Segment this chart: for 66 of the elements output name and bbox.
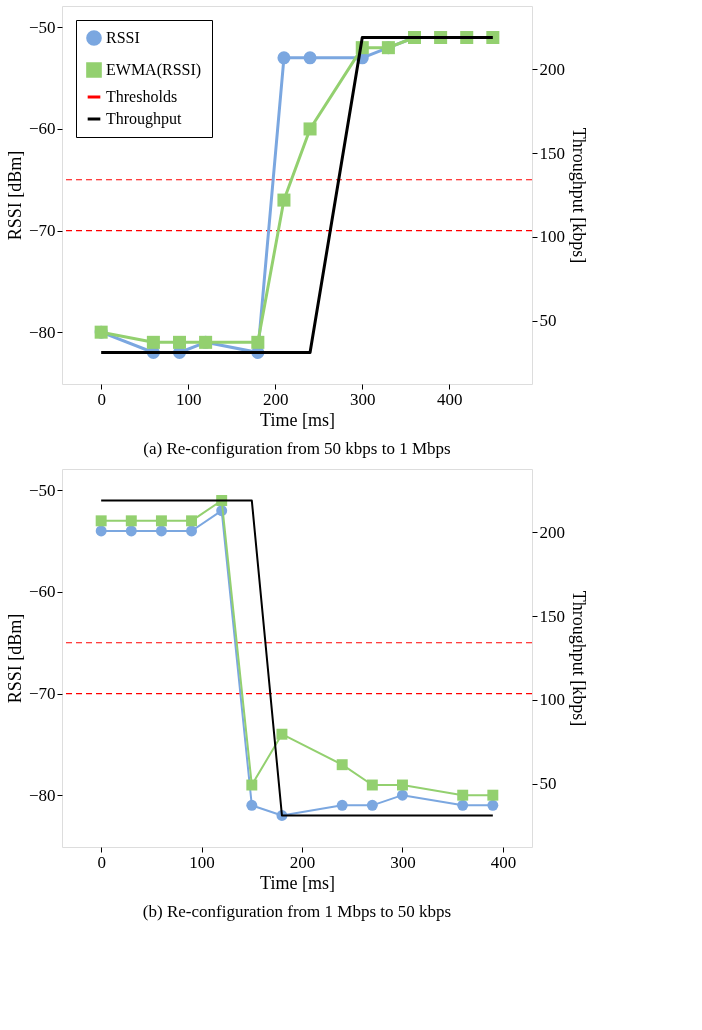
x-axis-title: Time [ms] bbox=[260, 409, 335, 430]
point bbox=[155, 515, 167, 527]
x-tick-label: 400 bbox=[490, 852, 517, 872]
y-tick-label: −60 bbox=[28, 119, 56, 139]
y2-tick-label: 100 bbox=[539, 690, 565, 710]
y-tick-label: −60 bbox=[28, 582, 56, 602]
point bbox=[303, 51, 317, 65]
point bbox=[396, 779, 408, 791]
x-axis-title: Time [ms] bbox=[260, 872, 335, 893]
point bbox=[186, 525, 198, 537]
y-tick-label: −50 bbox=[28, 480, 56, 500]
point bbox=[125, 525, 137, 537]
y2-axis-title: Throughput [kbps] bbox=[569, 127, 589, 264]
y2-tick-label: 50 bbox=[539, 311, 557, 331]
y2-tick-label: 200 bbox=[539, 522, 565, 542]
x-tick-label: 0 bbox=[97, 852, 106, 872]
point bbox=[95, 515, 107, 527]
point bbox=[251, 335, 265, 349]
point bbox=[366, 799, 378, 811]
point bbox=[336, 799, 348, 811]
x-tick-label: 200 bbox=[289, 852, 316, 872]
y-axis-title: RSSI [dBm] bbox=[4, 150, 25, 241]
x-tick-label: 100 bbox=[189, 852, 215, 872]
point bbox=[277, 51, 291, 65]
y-tick-label: −70 bbox=[28, 221, 56, 241]
text: (a) Re-configuration from 50 kbps to 1 Mbps bbox=[143, 439, 451, 458]
y2-tick-label: 200 bbox=[539, 59, 565, 79]
legend-label: Thresholds bbox=[106, 88, 178, 105]
x-tick-label: 100 bbox=[175, 389, 202, 409]
point bbox=[95, 525, 107, 537]
x-tick-label: 300 bbox=[390, 852, 416, 872]
text: (b) Re-configuration from 1 Mbps to 50 kbps bbox=[142, 902, 452, 921]
point bbox=[487, 789, 499, 801]
point bbox=[336, 759, 348, 771]
y-tick-label: −50 bbox=[28, 17, 56, 37]
x-tick-label: 400 bbox=[437, 389, 463, 409]
y2-tick-label: 50 bbox=[539, 774, 557, 794]
y2-axis-title: Throughput [kbps] bbox=[569, 590, 589, 727]
point bbox=[155, 525, 167, 537]
point bbox=[277, 193, 291, 207]
point bbox=[146, 335, 160, 349]
point bbox=[246, 779, 258, 791]
y-tick-label: −70 bbox=[28, 684, 56, 704]
point bbox=[366, 779, 378, 791]
point bbox=[125, 515, 137, 527]
y-axis-title: RSSI [dBm] bbox=[4, 613, 25, 704]
x-tick-label: 300 bbox=[350, 389, 376, 409]
point bbox=[396, 789, 408, 801]
y2-tick-label: 150 bbox=[539, 606, 565, 626]
y2-tick-label: 100 bbox=[539, 227, 565, 247]
legend-label: Throughput bbox=[106, 110, 183, 128]
point bbox=[186, 515, 198, 527]
y2-tick-label: 150 bbox=[539, 143, 565, 163]
point bbox=[303, 122, 317, 136]
legend-label: EWMA(RSSI) bbox=[106, 61, 202, 79]
point bbox=[246, 799, 258, 811]
y-tick-label: −80 bbox=[28, 322, 56, 342]
point bbox=[172, 335, 187, 349]
x-tick-label: 200 bbox=[262, 389, 289, 409]
point bbox=[457, 789, 469, 801]
legend-label: RSSI bbox=[106, 29, 140, 46]
point bbox=[276, 728, 288, 740]
point bbox=[457, 799, 469, 811]
y-tick-label: −80 bbox=[28, 785, 56, 805]
x-tick-label: 0 bbox=[97, 389, 106, 409]
point bbox=[487, 799, 499, 811]
